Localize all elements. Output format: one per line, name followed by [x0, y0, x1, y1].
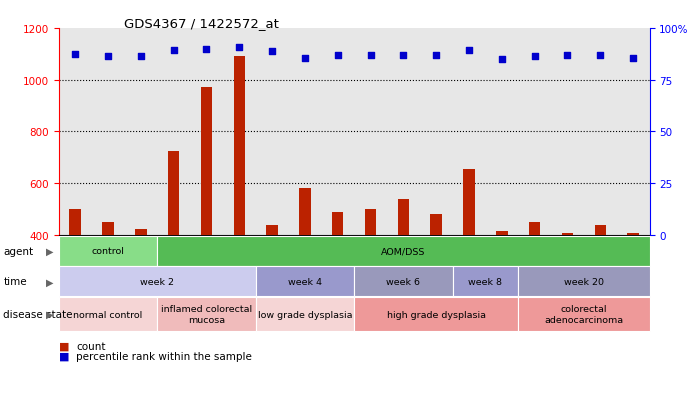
- Bar: [397, 199, 409, 235]
- Bar: [256, 267, 354, 297]
- Text: disease state: disease state: [3, 309, 73, 319]
- Bar: [190, 29, 223, 235]
- Point: [496, 57, 507, 63]
- Bar: [453, 29, 485, 235]
- Point: [332, 53, 343, 59]
- Bar: [59, 267, 256, 297]
- Bar: [354, 297, 518, 331]
- Text: week 6: week 6: [386, 277, 420, 286]
- Bar: [157, 29, 190, 235]
- Text: week 8: week 8: [468, 277, 502, 286]
- Bar: [299, 189, 311, 235]
- Text: time: time: [3, 277, 27, 287]
- Text: ■: ■: [59, 351, 69, 361]
- Bar: [518, 29, 551, 235]
- Bar: [365, 210, 377, 235]
- Bar: [419, 29, 453, 235]
- Text: inflamed colorectal
mucosa: inflamed colorectal mucosa: [161, 305, 252, 324]
- Point: [464, 47, 475, 54]
- Text: colorectal
adenocarcinoma: colorectal adenocarcinoma: [545, 305, 623, 324]
- Bar: [551, 29, 584, 235]
- Point: [201, 46, 212, 53]
- Bar: [200, 88, 212, 235]
- Text: high grade dysplasia: high grade dysplasia: [387, 310, 486, 319]
- Point: [102, 54, 113, 61]
- Bar: [168, 152, 180, 235]
- Bar: [223, 29, 256, 235]
- Text: ▶: ▶: [46, 277, 54, 287]
- Text: ▶: ▶: [46, 309, 54, 319]
- Point: [135, 54, 146, 61]
- Bar: [332, 212, 343, 235]
- Text: normal control: normal control: [73, 310, 142, 319]
- Bar: [387, 29, 419, 235]
- Bar: [102, 222, 114, 235]
- Text: ▶: ▶: [46, 246, 54, 256]
- Bar: [91, 29, 124, 235]
- Bar: [354, 267, 453, 297]
- Point: [430, 53, 442, 59]
- Bar: [256, 297, 354, 331]
- Bar: [430, 215, 442, 235]
- Bar: [124, 29, 157, 235]
- Bar: [157, 236, 650, 266]
- Point: [398, 53, 409, 59]
- Point: [299, 55, 310, 62]
- Bar: [69, 210, 81, 235]
- Bar: [59, 29, 91, 235]
- Bar: [518, 297, 650, 331]
- Text: week 20: week 20: [564, 277, 604, 286]
- Bar: [453, 267, 518, 297]
- Bar: [256, 29, 288, 235]
- Bar: [135, 229, 146, 235]
- Bar: [157, 297, 256, 331]
- Bar: [616, 29, 650, 235]
- Bar: [354, 29, 387, 235]
- Bar: [485, 29, 518, 235]
- Text: week 2: week 2: [140, 277, 174, 286]
- Point: [365, 53, 376, 59]
- Bar: [266, 225, 278, 235]
- Text: control: control: [91, 247, 124, 256]
- Text: week 4: week 4: [288, 277, 322, 286]
- Point: [168, 47, 179, 54]
- Point: [562, 53, 573, 59]
- Bar: [321, 29, 354, 235]
- Bar: [288, 29, 321, 235]
- Point: [627, 55, 638, 62]
- Text: low grade dysplasia: low grade dysplasia: [258, 310, 352, 319]
- Bar: [529, 223, 540, 235]
- Bar: [627, 233, 639, 235]
- Point: [70, 51, 81, 58]
- Text: AOM/DSS: AOM/DSS: [381, 247, 426, 256]
- Bar: [463, 170, 475, 235]
- Bar: [59, 297, 158, 331]
- Point: [234, 45, 245, 52]
- Point: [595, 53, 606, 59]
- Bar: [496, 232, 508, 235]
- Text: GDS4367 / 1422572_at: GDS4367 / 1422572_at: [124, 17, 279, 30]
- Text: ■: ■: [59, 341, 69, 351]
- Bar: [234, 57, 245, 235]
- Bar: [584, 29, 616, 235]
- Text: agent: agent: [3, 246, 34, 256]
- Bar: [59, 236, 158, 266]
- Bar: [594, 225, 606, 235]
- Bar: [518, 267, 650, 297]
- Text: percentile rank within the sample: percentile rank within the sample: [76, 351, 252, 361]
- Bar: [562, 233, 574, 235]
- Point: [267, 49, 278, 55]
- Point: [529, 54, 540, 61]
- Text: count: count: [76, 341, 106, 351]
